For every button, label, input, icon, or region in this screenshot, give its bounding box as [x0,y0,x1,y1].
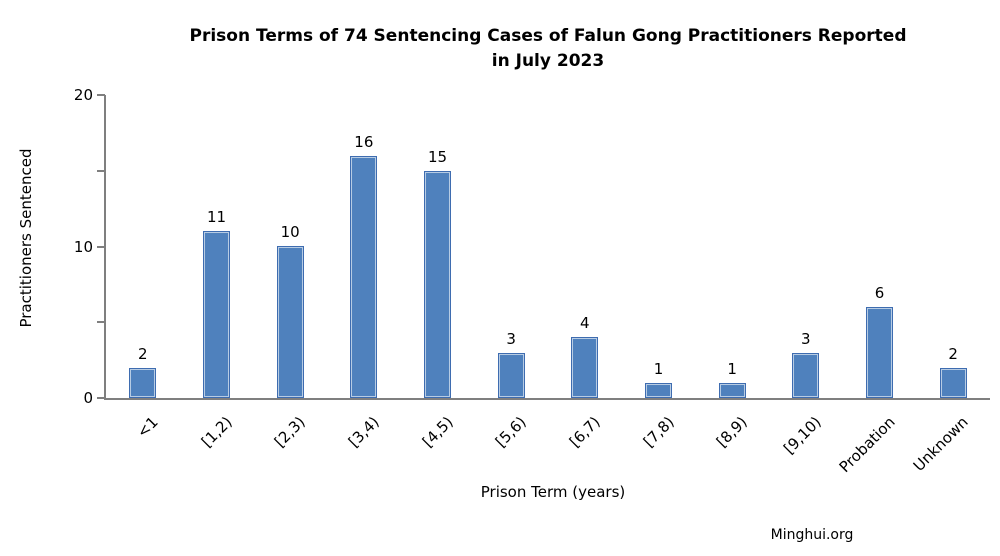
y-tick-mark-10 [97,245,105,248]
bar-7 [645,383,672,398]
bar-11 [939,368,967,398]
value-label-8: 1 [727,360,737,378]
bar-3 [350,156,378,398]
chart-title-line1: Prison Terms of 74 Sentencing Cases of F… [189,26,907,46]
bar-4 [424,171,451,398]
y-axis-line [104,95,106,400]
value-label-1: 11 [206,208,227,226]
x-axis-line [104,398,990,400]
value-label-0: 2 [138,345,148,363]
chart-title-line2: in July 2023 [491,51,605,71]
bar-10 [866,307,893,398]
value-label-3: 16 [354,133,374,151]
value-label-2: 10 [280,223,300,241]
value-label-9: 3 [801,330,811,348]
y-tick-label-20: 20 [73,86,93,104]
y-tick-mark-5 [97,321,105,324]
bar-0 [129,368,157,398]
value-label-4: 15 [427,148,448,166]
y-tick-mark-0 [97,397,105,399]
bar-9 [792,353,820,398]
bar-1 [203,231,230,398]
y-tick-label-10: 10 [73,237,93,256]
bar-2 [276,246,304,398]
value-label-5: 3 [506,330,516,348]
attribution-text: Minghui.org [770,527,854,543]
bar-8 [718,383,746,398]
x-axis-title: Prison Term (years) [480,483,626,501]
y-tick-label-0: 0 [83,389,93,407]
bar-5 [497,353,525,398]
value-label-11: 2 [948,345,958,363]
value-label-7: 1 [653,360,664,378]
chart-title: Prison Terms of 74 Sentencing Cases of F… [106,24,990,74]
y-axis-title: Practitioners Sentenced [17,148,35,328]
value-label-10: 6 [874,284,885,302]
value-label-6: 4 [580,314,590,332]
y-tick-mark-15 [97,169,105,172]
bar-6 [571,337,599,398]
y-tick-mark-20 [97,94,105,96]
